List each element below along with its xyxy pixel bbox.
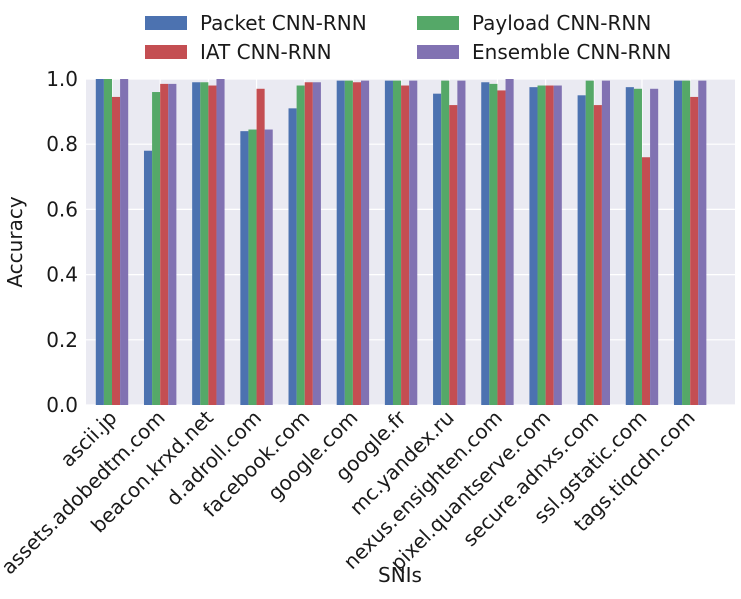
legend-label-0: Packet CNN-RNN: [200, 11, 367, 35]
bar-4-0: [288, 108, 297, 405]
legend: Packet CNN-RNN Payload CNN-RNN IAT CNN-RNN…: [145, 11, 671, 64]
bar-9-0: [529, 87, 538, 406]
bar-9-2: [545, 85, 554, 406]
bar-11-3: [650, 88, 659, 405]
bar-12-2: [690, 96, 699, 406]
y-tick-label: 0.8: [46, 132, 78, 156]
bar-0-2: [112, 96, 121, 406]
bar-10-3: [601, 80, 610, 405]
bar-6-3: [409, 80, 418, 405]
bar-2-0: [192, 82, 201, 405]
legend-label-3: Ensemble CNN-RNN: [472, 40, 671, 64]
x-axis-label: SNIs: [378, 563, 422, 587]
bars: [95, 79, 707, 406]
bar-1-1: [152, 92, 161, 405]
bar-12-3: [698, 80, 707, 405]
bar-7-1: [441, 80, 450, 405]
legend-swatch-1: [417, 16, 459, 30]
bar-1-2: [160, 83, 169, 405]
bar-11-1: [633, 88, 642, 405]
bar-2-3: [216, 79, 225, 405]
bar-6-1: [392, 80, 402, 405]
bar-10-0: [577, 95, 586, 406]
bar-8-2: [497, 90, 506, 405]
bar-2-2: [208, 85, 217, 406]
legend-label-1: Payload CNN-RNN: [472, 11, 651, 35]
legend-swatch-2: [145, 45, 187, 59]
bar-1-0: [143, 150, 153, 405]
bar-3-0: [240, 131, 249, 405]
bar-6-0: [384, 80, 393, 405]
bar-12-1: [682, 80, 691, 405]
bar-8-1: [489, 83, 498, 405]
bar-3-2: [256, 88, 265, 405]
bar-4-2: [304, 82, 313, 405]
bar-3-3: [264, 129, 273, 405]
bar-8-3: [505, 79, 514, 405]
bar-7-0: [433, 93, 442, 406]
legend-swatch-3: [417, 45, 459, 59]
y-axis: 0.0 0.2 0.4 0.6 0.8 1.0: [46, 67, 78, 417]
y-tick-label: 0.4: [46, 263, 78, 287]
bar-7-3: [457, 80, 466, 405]
bar-4-1: [296, 85, 305, 406]
y-tick-label: 1.0: [46, 67, 78, 91]
bar-3-1: [248, 129, 257, 405]
bar-0-3: [120, 79, 129, 405]
bar-11-0: [625, 87, 634, 406]
y-tick-label: 0.0: [46, 393, 78, 417]
bar-2-1: [200, 82, 209, 405]
bar-5-1: [344, 80, 353, 405]
y-tick-label: 0.6: [46, 197, 78, 221]
legend-label-2: IAT CNN-RNN: [200, 40, 332, 64]
bar-9-3: [553, 85, 562, 406]
bar-0-1: [103, 79, 112, 405]
x-axis: ascii.jpassets.adobedtm.combeacon.krxd.n…: [0, 405, 700, 579]
bar-7-2: [449, 105, 458, 405]
bar-9-1: [537, 85, 546, 406]
bar-8-0: [481, 82, 490, 405]
bar-4-3: [312, 82, 321, 405]
bar-5-2: [352, 82, 361, 405]
bar-0-0: [95, 79, 104, 405]
bar-10-2: [593, 105, 602, 405]
bar-10-1: [585, 80, 594, 405]
bar-11-2: [641, 157, 651, 405]
legend-swatch-0: [145, 16, 187, 30]
y-tick-label: 0.2: [46, 328, 78, 352]
y-axis-label: Accuracy: [3, 196, 27, 287]
bar-5-0: [336, 80, 345, 405]
bar-6-2: [401, 85, 410, 406]
bar-1-3: [168, 83, 177, 405]
bar-5-3: [361, 80, 370, 405]
bar-12-0: [673, 80, 683, 405]
